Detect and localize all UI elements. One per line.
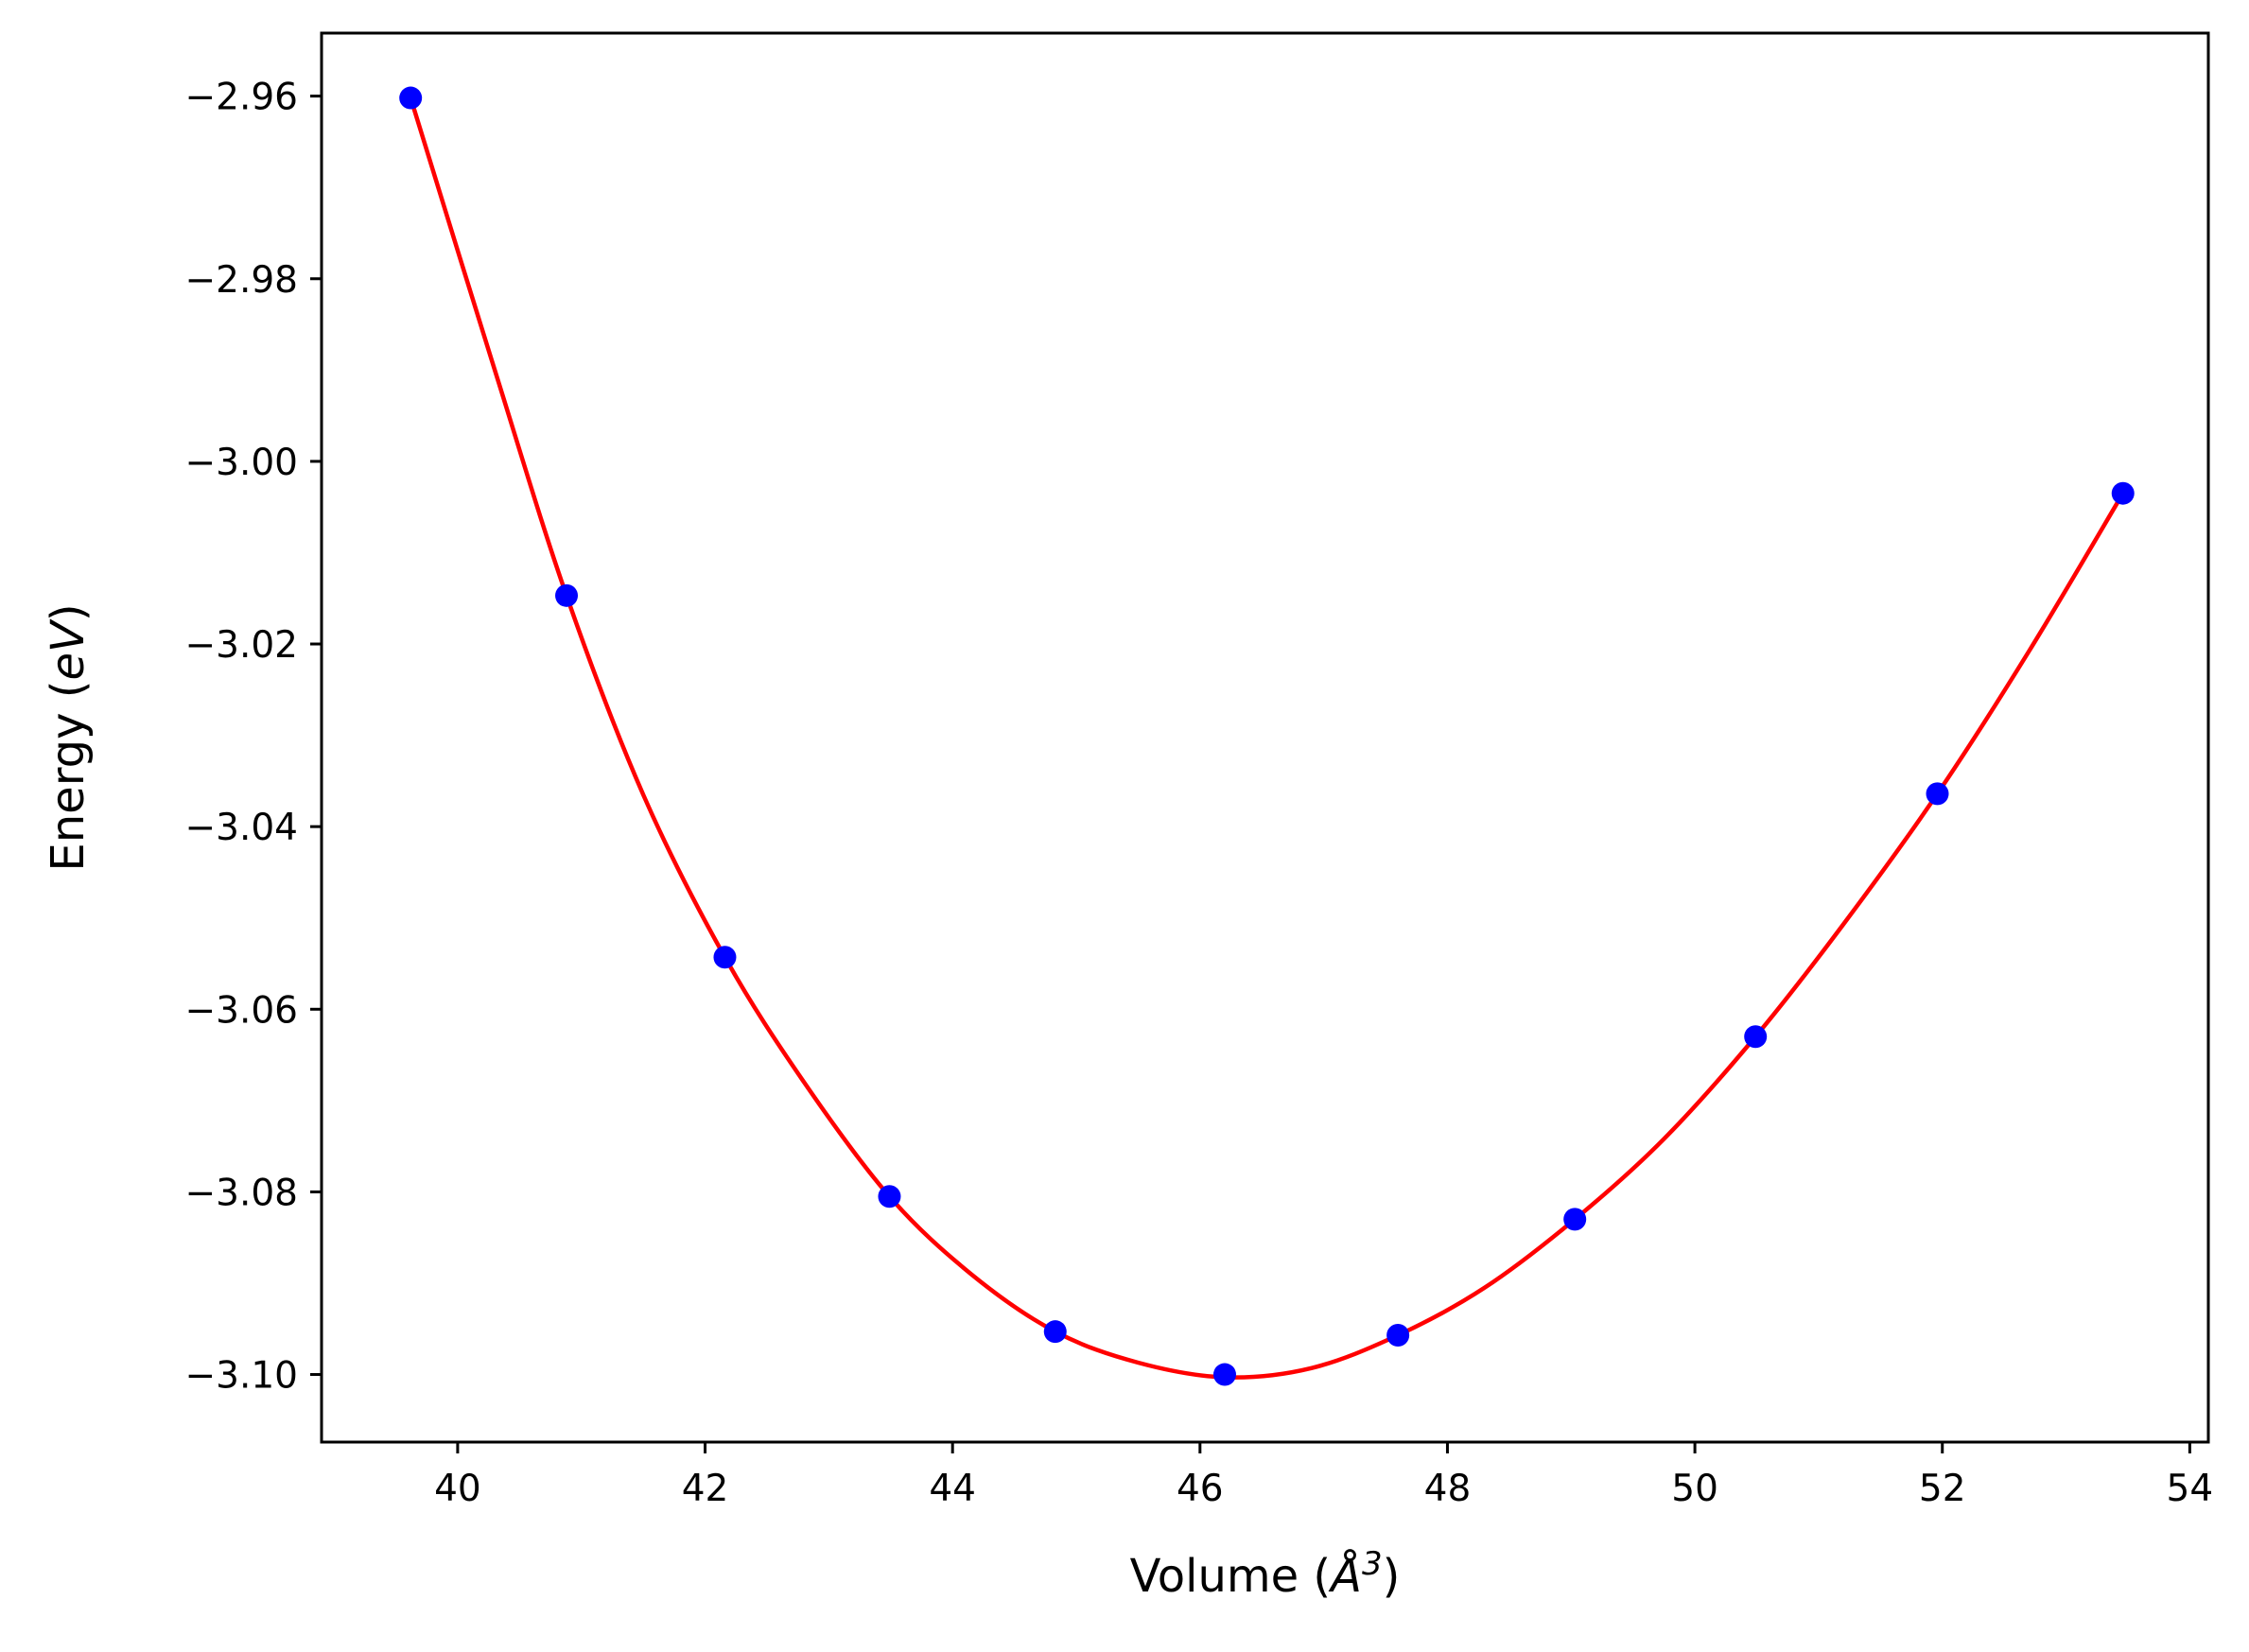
data-point [2111, 481, 2135, 505]
y-tick-label: −2.96 [184, 77, 298, 119]
x-tick-label: 48 [1424, 1468, 1472, 1510]
x-tick-label: 52 [1919, 1468, 1966, 1510]
y-tick-label: −2.98 [184, 259, 298, 302]
data-point [878, 1185, 901, 1209]
data-point [555, 583, 579, 607]
data-point [1926, 782, 1949, 806]
y-tick-label: −3.02 [184, 624, 298, 667]
data-points [399, 86, 2135, 1386]
y-tick-label: −3.08 [184, 1172, 298, 1214]
x-tick-label: 40 [434, 1468, 481, 1510]
data-point [399, 86, 423, 110]
fit-curve-line [409, 96, 2125, 1380]
x-tick-label: 44 [929, 1468, 976, 1510]
data-point [1386, 1324, 1410, 1348]
y-tick-label: −3.00 [184, 442, 298, 484]
data-point [1744, 1025, 1768, 1049]
data-point [713, 946, 737, 969]
x-tick-label: 46 [1177, 1468, 1224, 1510]
y-tick-label: −3.04 [184, 807, 298, 849]
x-tick-label: 42 [682, 1468, 729, 1510]
y-axis-label: Energy (eV) [42, 603, 95, 871]
data-point [1563, 1208, 1587, 1231]
x-tick-label: 50 [1671, 1468, 1718, 1510]
y-tick-label: −3.06 [184, 989, 298, 1032]
y-tick-label: −3.10 [184, 1355, 298, 1398]
axis-ticks: 40 42 44 46 48 50 52 54 −2.96 −2.98 −3.00 −3.02 −3.0… [184, 77, 2213, 1510]
data-point [1043, 1320, 1067, 1344]
plot-area-frame [320, 31, 2210, 1444]
data-point [1212, 1363, 1236, 1386]
x-axis-label: Volume (Å3) [1130, 1545, 1401, 1603]
x-tick-label: 54 [2167, 1468, 2214, 1510]
